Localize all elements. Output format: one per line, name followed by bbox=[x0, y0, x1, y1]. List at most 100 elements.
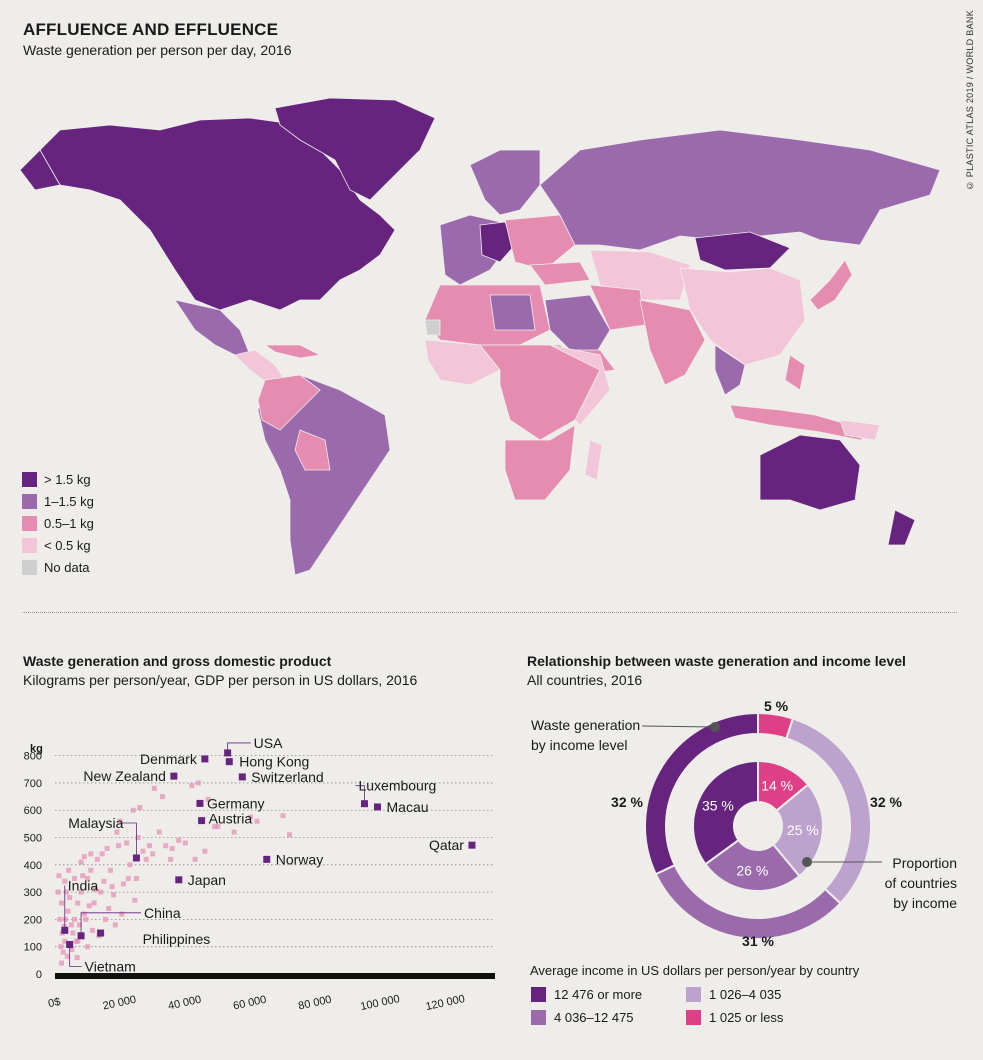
scatter-point bbox=[80, 873, 86, 879]
scatter-point bbox=[88, 851, 94, 857]
scatter-point bbox=[120, 881, 126, 887]
inner-ring-segment bbox=[704, 838, 801, 892]
inner-percent-label: 35 % bbox=[702, 798, 734, 814]
map-mongolia bbox=[694, 231, 791, 271]
point-label: Qatar bbox=[429, 837, 464, 853]
outer-ring-segment bbox=[644, 711, 759, 876]
outer-ring-label: Waste generation bbox=[531, 717, 640, 733]
scatter-point bbox=[215, 824, 221, 830]
map-southern-africa bbox=[504, 424, 576, 501]
map-bolivia bbox=[294, 429, 331, 471]
outer-percent-label: 32 % bbox=[870, 794, 902, 810]
scatter-point bbox=[61, 923, 67, 929]
scatter-point-highlight bbox=[224, 749, 232, 757]
scatter-point bbox=[132, 897, 138, 903]
scatter-point bbox=[212, 824, 218, 830]
scatter-point bbox=[75, 938, 81, 944]
scatter-point bbox=[143, 856, 149, 862]
scatter-point-highlight bbox=[360, 800, 368, 808]
page-subtitle: Waste generation per person per day, 201… bbox=[23, 42, 292, 58]
scatter-point bbox=[124, 840, 130, 846]
point-label: Germany bbox=[207, 795, 265, 811]
scatter-point bbox=[192, 856, 198, 862]
legend-label: > 1.5 kg bbox=[44, 471, 91, 487]
map-caribbean bbox=[263, 344, 322, 359]
point-label: Hong Kong bbox=[239, 754, 309, 770]
x-tick-label: 80 000 bbox=[297, 994, 332, 1013]
scatter-point-highlight bbox=[77, 932, 85, 940]
scatter-point bbox=[247, 814, 253, 820]
scatter-point bbox=[140, 848, 146, 854]
legend-label: 1 026–4 035 bbox=[709, 987, 782, 1002]
legend-swatch bbox=[22, 537, 37, 553]
label-leader-line bbox=[120, 822, 137, 858]
legend-swatch bbox=[686, 1010, 701, 1025]
scatter-point bbox=[81, 854, 87, 860]
y-tick-label: 400 bbox=[24, 860, 42, 872]
donut-chart: 32 % 31 % 32 % 5 % 35 % 26 % 25 % 14 % Waste gen… bbox=[531, 698, 957, 949]
scatter-point bbox=[65, 908, 71, 914]
scatter-point bbox=[60, 949, 66, 955]
legend-label: 12 476 or more bbox=[554, 987, 643, 1002]
map-greenland bbox=[274, 97, 436, 201]
scatter-point bbox=[94, 856, 100, 862]
world-map bbox=[19, 97, 941, 576]
map-legend-item: No data bbox=[22, 556, 94, 578]
map-australia bbox=[759, 434, 861, 511]
scatter-point bbox=[89, 927, 95, 933]
income-legend-title: Average income in US dollars per person/… bbox=[530, 963, 860, 978]
scatter-point bbox=[75, 900, 81, 906]
inner-ring-label: by income bbox=[893, 895, 957, 911]
inner-ring-label: Proportion bbox=[892, 855, 957, 871]
outer-percent-label: 32 % bbox=[611, 794, 643, 810]
point-label: Japan bbox=[188, 872, 226, 888]
scatter-point bbox=[135, 835, 141, 841]
page-title: AFFLUENCE AND EFFLUENCE bbox=[23, 20, 279, 39]
scatter-point-highlight bbox=[468, 841, 476, 849]
scatter-point-highlight bbox=[238, 773, 246, 781]
map-legend-item: < 0.5 kg bbox=[22, 534, 94, 556]
map-north-america bbox=[39, 117, 396, 311]
scatter-point bbox=[101, 878, 107, 884]
y-tick-label: 100 bbox=[24, 942, 42, 954]
scatter-point-highlight bbox=[66, 941, 74, 949]
scatter-point bbox=[114, 829, 120, 835]
scatter-point bbox=[151, 785, 157, 791]
scatter-point bbox=[72, 916, 78, 922]
inner-percent-label: 14 % bbox=[761, 777, 793, 793]
inner-ring-segment bbox=[692, 759, 759, 866]
scatter-point bbox=[55, 889, 61, 895]
y-axis-label: kg bbox=[30, 743, 43, 755]
x-tick-label: 40 000 bbox=[167, 994, 202, 1013]
scatter-point bbox=[254, 818, 260, 824]
scatter-point bbox=[63, 889, 69, 895]
scatter-point bbox=[146, 843, 152, 849]
scatter-point bbox=[195, 780, 201, 786]
scatter-point bbox=[70, 930, 76, 936]
scatter-point bbox=[205, 796, 211, 802]
map-china bbox=[679, 267, 806, 366]
scatter-point bbox=[133, 875, 139, 881]
scatter-point bbox=[62, 916, 68, 922]
scatter-point-highlight bbox=[263, 855, 271, 863]
inner-ring-label: of countries bbox=[885, 875, 957, 891]
scatter-point bbox=[231, 829, 237, 835]
x-axis-line bbox=[55, 973, 495, 979]
scatter-point-highlight bbox=[374, 803, 381, 811]
scatter-point-highlight bbox=[196, 799, 204, 807]
map-new-zealand bbox=[887, 509, 916, 546]
x-tick-label: 0$ bbox=[47, 996, 61, 1010]
scatter-point bbox=[104, 845, 110, 851]
scatter-point bbox=[64, 953, 70, 959]
scatter-point bbox=[57, 916, 63, 922]
map-eastern-europe bbox=[504, 214, 576, 271]
inner-percent-label: 26 % bbox=[736, 863, 768, 879]
legend-swatch bbox=[531, 1010, 546, 1025]
scatter-point bbox=[169, 845, 175, 851]
inner-percent-label: 25 % bbox=[787, 822, 819, 838]
scatter-point bbox=[168, 856, 174, 862]
scatter-point bbox=[125, 875, 131, 881]
scatter-point bbox=[59, 960, 65, 966]
label-leader-line bbox=[355, 785, 365, 804]
scatter-point bbox=[69, 946, 75, 952]
